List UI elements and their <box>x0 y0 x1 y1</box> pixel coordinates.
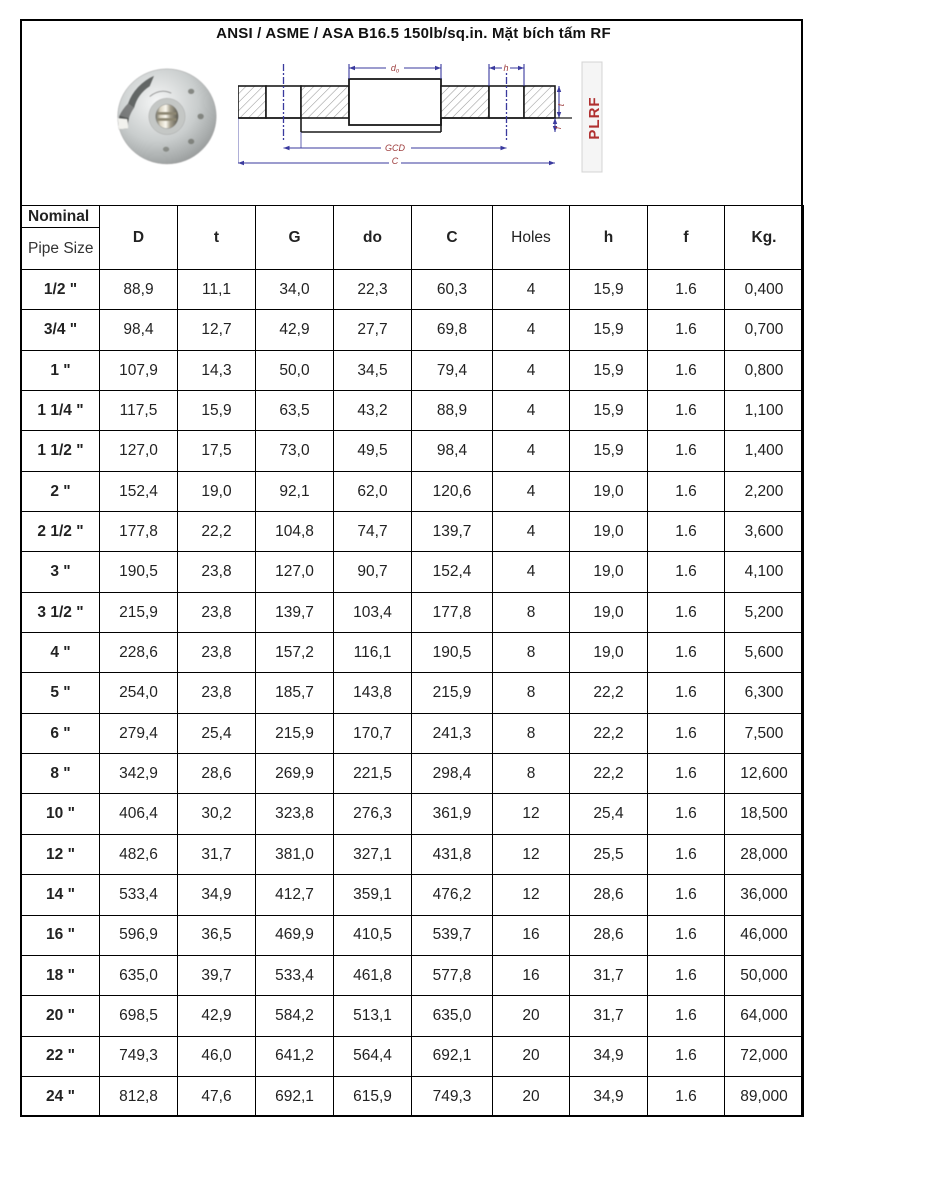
svg-text:PLRF: PLRF <box>586 96 603 139</box>
svg-text:GCD: GCD <box>385 143 406 153</box>
svg-text:h: h <box>503 63 508 73</box>
svg-text:t: t <box>556 103 566 106</box>
svg-text:C: C <box>392 156 399 166</box>
